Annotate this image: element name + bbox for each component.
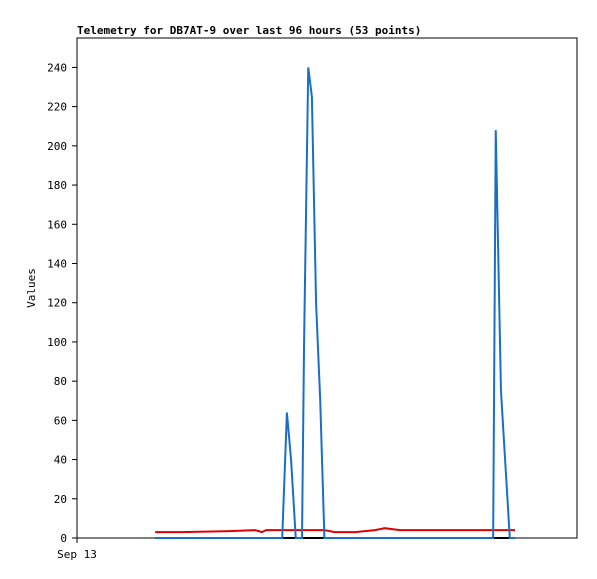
y-tick-label: 40 [54,454,67,467]
y-axis-label: Values [25,268,38,308]
y-tick-label: 0 [60,532,67,545]
y-tick-label: 80 [54,375,67,388]
y-tick-label: 100 [47,336,67,349]
y-tick-label: 180 [47,179,67,192]
x-tick-label: Sep 13 [57,548,97,561]
y-tick-label: 220 [47,101,67,114]
series-line [155,527,516,534]
y-tick-label: 20 [54,493,67,506]
y-tick-label: 240 [47,61,67,74]
y-tick-label: 60 [54,414,67,427]
y-tick-label: 140 [47,257,67,270]
y-tick-label: 160 [47,218,67,231]
chart-title: Telemetry for DB7AT-9 over last 96 hours… [77,24,421,37]
y-tick-label: 120 [47,297,67,310]
y-tick-label: 200 [47,140,67,153]
plot-frame [76,37,578,539]
series-line [155,67,516,539]
